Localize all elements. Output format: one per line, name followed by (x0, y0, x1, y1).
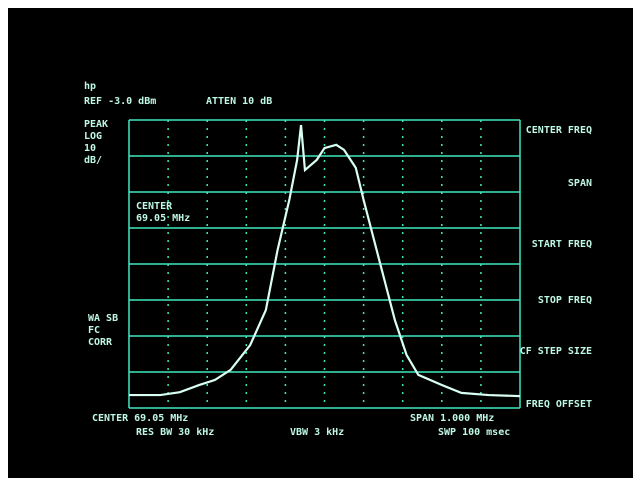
softkey-label: CENTER FREQ (526, 125, 592, 136)
screen: hp REF -3.0 dBm ATTEN 10 dB PEAKLOG10dB/WA … (0, 0, 641, 485)
center-frequency: CENTER 69.05 MHz (92, 413, 188, 424)
resolution-bandwidth: RES BW 30 kHz (136, 427, 214, 438)
left-label: 10 (84, 143, 96, 154)
center-annotation: 69.05 MHz (136, 213, 190, 224)
page: hp REF -3.0 dBm ATTEN 10 dB PEAKLOG10dB/WA … (0, 0, 641, 485)
center-annotation: CENTER (136, 201, 173, 212)
left-label: FC (88, 325, 100, 336)
softkey-label: CF STEP SIZE (520, 346, 592, 357)
left-label: LOG (84, 131, 102, 142)
softkey-label: STOP FREQ (538, 295, 592, 306)
softkey-label: SPAN (568, 178, 592, 189)
softkey-label: FREQ OFFSET (526, 399, 592, 410)
left-label: WA SB (88, 313, 118, 324)
attenuation: ATTEN 10 dB (206, 96, 272, 107)
reference-level: REF -3.0 dBm (84, 96, 156, 107)
left-label: PEAK (84, 119, 108, 130)
sweep-time: SWP 100 msec (438, 427, 510, 438)
softkey-label: START FREQ (532, 239, 592, 250)
span: SPAN 1.000 MHz (410, 413, 494, 424)
left-label: dB/ (84, 155, 102, 166)
video-bandwidth: VBW 3 kHz (290, 427, 344, 438)
left-label: CORR (88, 337, 113, 348)
mode-label: hp (84, 81, 96, 92)
